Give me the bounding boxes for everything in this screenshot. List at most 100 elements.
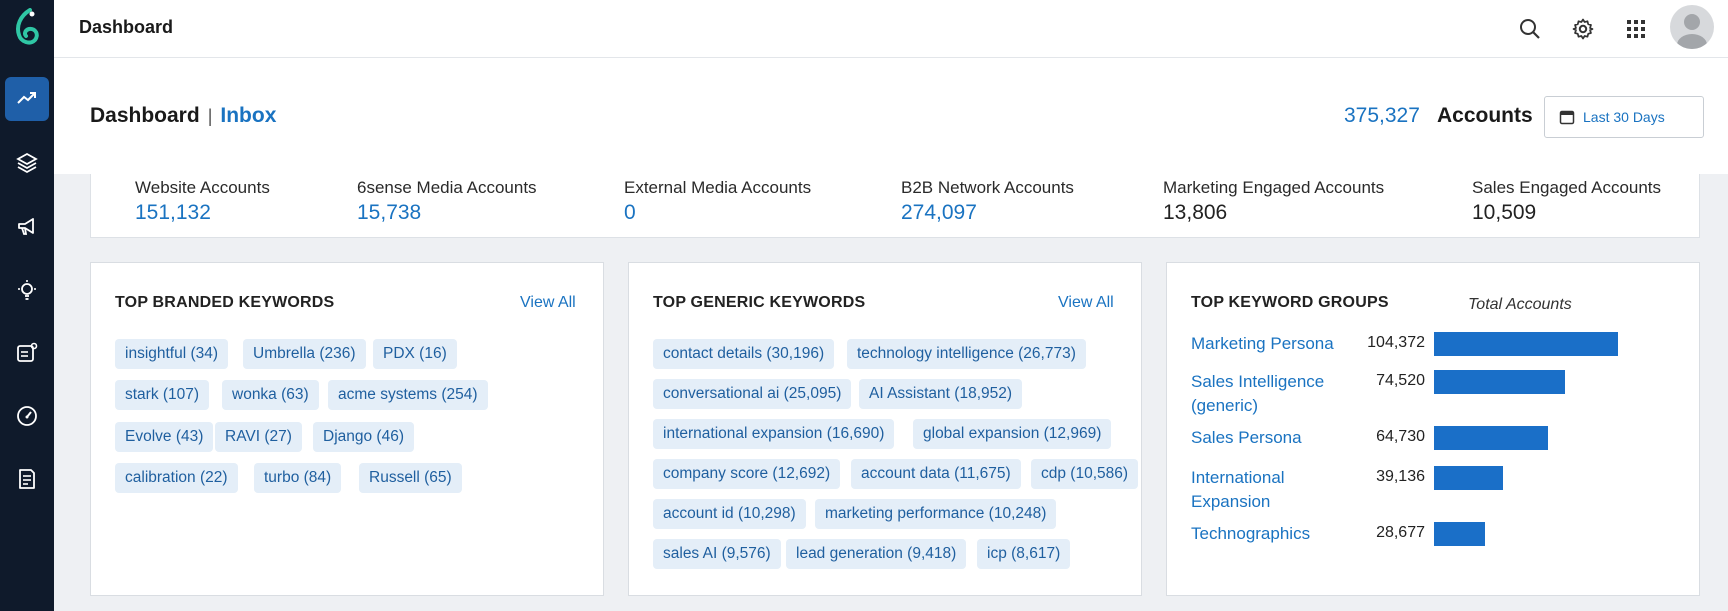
keyword-group-link[interactable]: Sales Intelligence (generic) (1191, 372, 1325, 415)
keyword-chip[interactable]: wonka (63) (222, 380, 319, 410)
keyword-chip[interactable]: Evolve (43) (115, 422, 214, 452)
lightbulb-icon (18, 280, 36, 300)
breadcrumb-separator: | (207, 106, 213, 126)
stat-label: External Media Accounts (624, 178, 812, 197)
stat-label: Marketing Engaged Accounts (1163, 178, 1385, 197)
stat-external-media-accounts[interactable]: External Media Accounts 0 (624, 178, 811, 225)
document-icon (19, 469, 35, 489)
keyword-chip[interactable]: international expansion (16,690) (653, 419, 895, 449)
keyword-group-link[interactable]: Sales Persona (1191, 428, 1302, 447)
keyword-chip[interactable]: account data (11,675) (851, 459, 1021, 489)
gauge-icon (17, 406, 37, 426)
sidebar-item-trend[interactable] (5, 77, 49, 121)
sidebar-item-performance[interactable] (5, 394, 49, 438)
keyword-chip[interactable]: sales AI (9,576) (653, 539, 781, 569)
keyword-chip[interactable]: turbo (84) (254, 463, 342, 493)
keyword-group-bar[interactable] (1434, 522, 1485, 546)
search-button[interactable] (1514, 13, 1546, 45)
keyword-chip[interactable]: Django (46) (313, 422, 414, 452)
date-range-button[interactable]: Last 30 Days (1544, 96, 1704, 138)
keyword-chip[interactable]: conversational ai (25,095) (653, 379, 852, 409)
stat-value[interactable]: 0 (624, 201, 636, 224)
keyword-chip[interactable]: cdp (10,586) (1031, 459, 1139, 489)
keyword-chip[interactable]: account id (10,298) (653, 499, 806, 529)
date-range-label: Last 30 Days (1583, 109, 1665, 125)
panel-title: TOP BRANDED KEYWORDS (115, 294, 335, 311)
keyword-group-link[interactable]: Marketing Persona (1191, 334, 1334, 353)
keyword-chip[interactable]: lead generation (9,418) (786, 539, 967, 569)
apps-grid-icon (1627, 20, 1645, 38)
view-all-generic-link[interactable]: View All (1058, 294, 1114, 311)
keyword-group-link[interactable]: International Expansion (1191, 468, 1285, 511)
view-all-branded-link[interactable]: View All (520, 294, 576, 311)
keyword-chip[interactable]: icp (8,617) (977, 539, 1071, 569)
stat-sales-engaged-accounts: Sales Engaged Accounts 10,509 (1472, 178, 1661, 225)
breadcrumb-dashboard[interactable]: Dashboard (90, 104, 200, 127)
keyword-chip[interactable]: global expansion (12,969) (913, 419, 1112, 449)
stat-website-accounts[interactable]: Website Accounts 151,132 (135, 178, 270, 225)
avatar[interactable] (1670, 5, 1714, 49)
total-accounts-header: Total Accounts (1468, 296, 1572, 313)
stat-label: Website Accounts (135, 178, 270, 197)
keyword-chip[interactable]: technology intelligence (26,773) (847, 339, 1086, 369)
breadcrumb-inbox-link[interactable]: Inbox (220, 104, 277, 127)
breadcrumb: Dashboard | Inbox (90, 104, 276, 128)
keyword-group-count: 64,730 (1376, 428, 1425, 445)
gear-icon (1572, 18, 1594, 40)
top-bar: Dashboard (54, 0, 1728, 58)
trend-icon (17, 92, 36, 104)
settings-button[interactable] (1567, 13, 1599, 45)
keyword-group-bar[interactable] (1434, 426, 1548, 450)
keyword-chip[interactable]: AI Assistant (18,952) (859, 379, 1023, 409)
logo-icon[interactable] (10, 8, 44, 50)
account-stats: Website Accounts 151,132 6sense Media Ac… (90, 174, 1700, 238)
calendar-icon (1559, 110, 1575, 125)
keyword-chip[interactable]: marketing performance (10,248) (815, 499, 1057, 529)
keyword-chip[interactable]: contact details (30,196) (653, 339, 835, 369)
top-keyword-groups-panel: TOP KEYWORD GROUPS Total Accounts Market… (1166, 262, 1700, 596)
page-header: Dashboard | Inbox 375,327 Accounts Last 30… (54, 58, 1728, 174)
stat-marketing-engaged-accounts: Marketing Engaged Accounts 13,806 (1163, 178, 1384, 225)
stat-value[interactable]: 274,097 (901, 201, 977, 224)
accounts-label: Accounts (1437, 104, 1533, 127)
sidebar-item-insights[interactable] (5, 268, 49, 312)
keyword-chip[interactable]: PDX (16) (373, 339, 457, 369)
report-icon (17, 342, 38, 362)
stat-value[interactable]: 15,738 (357, 201, 422, 224)
stat-label: Sales Engaged Accounts (1472, 178, 1662, 197)
layers-icon (16, 152, 38, 174)
apps-button[interactable] (1620, 13, 1652, 45)
keyword-group-link[interactable]: Technographics (1191, 524, 1311, 543)
keyword-chip[interactable]: insightful (34) (115, 339, 229, 369)
topbar-title: Dashboard (79, 17, 174, 37)
search-icon (1520, 19, 1540, 39)
sidebar-item-reports[interactable] (5, 331, 49, 375)
keyword-chip[interactable]: company score (12,692) (653, 459, 841, 489)
megaphone-icon (18, 218, 34, 235)
keyword-group-bar[interactable] (1434, 370, 1565, 394)
keyword-group-bar[interactable] (1434, 466, 1503, 490)
keyword-chip[interactable]: calibration (22) (115, 463, 238, 493)
stat-6sense-media-accounts[interactable]: 6sense Media Accounts 15,738 (357, 178, 537, 225)
panel-title: TOP KEYWORD GROUPS (1191, 294, 1389, 311)
keyword-chip[interactable]: RAVI (27) (215, 422, 302, 452)
stat-b2b-network-accounts[interactable]: B2B Network Accounts 274,097 (901, 178, 1074, 225)
user-avatar-icon (1677, 14, 1707, 49)
top-generic-keywords-panel: TOP GENERIC KEYWORDS View All contact de… (628, 262, 1142, 596)
accounts-count[interactable]: 375,327 (1344, 104, 1420, 127)
sidebar (0, 0, 54, 611)
stat-value: 10,509 (1472, 201, 1537, 224)
stat-value[interactable]: 151,132 (135, 201, 211, 224)
sidebar-item-documents[interactable] (5, 457, 49, 501)
panel-title: TOP GENERIC KEYWORDS (653, 294, 866, 311)
keyword-chip[interactable]: Russell (65) (359, 463, 462, 493)
keyword-chip[interactable]: acme systems (254) (328, 380, 488, 410)
sidebar-item-layers[interactable] (5, 141, 49, 185)
keyword-group-bar[interactable] (1434, 332, 1618, 356)
keyword-chip[interactable]: stark (107) (115, 380, 210, 410)
sidebar-item-campaigns[interactable] (5, 205, 49, 249)
stat-value: 13,806 (1163, 201, 1228, 224)
keyword-chip[interactable]: Umbrella (236) (243, 339, 366, 369)
keyword-group-count: 39,136 (1376, 468, 1425, 485)
stat-label: B2B Network Accounts (901, 178, 1074, 197)
